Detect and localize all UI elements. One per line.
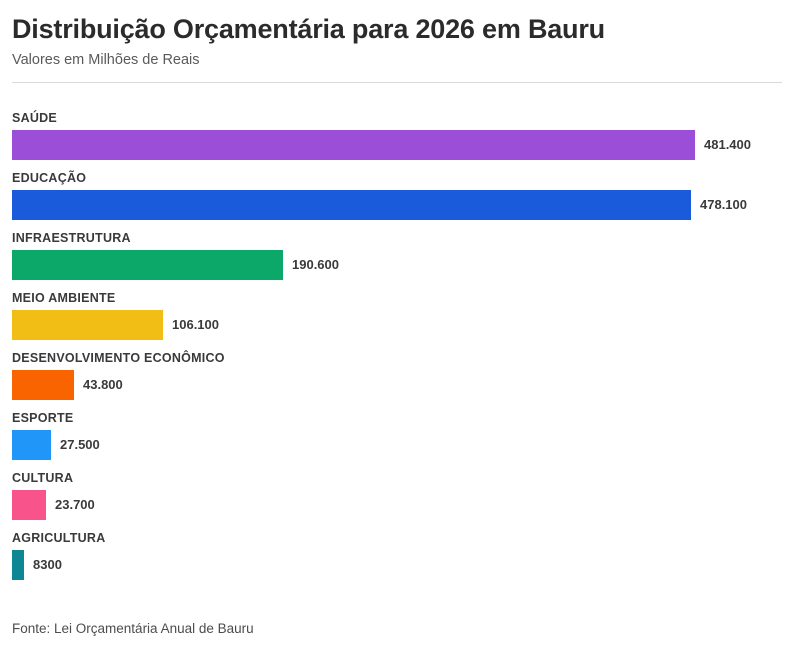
bar-line: 481.400	[12, 130, 782, 160]
bar-value-infraestrutura: 190.600	[292, 257, 339, 272]
bar-line: 23.700	[12, 490, 782, 520]
bar-line: 106.100	[12, 310, 782, 340]
bar-value-desenvolvimento-economico: 43.800	[83, 377, 123, 392]
bar-chart: SAÚDE 481.400 EDUCAÇÃO 478.100 INFRAESTR…	[12, 111, 782, 580]
bar-row: SAÚDE 481.400	[12, 111, 782, 160]
bar-row: DESENVOLVIMENTO ECONÔMICO 43.800	[12, 351, 782, 400]
bar-fill-infraestrutura	[12, 250, 283, 280]
bar-fill-esporte	[12, 430, 51, 460]
bar-value-cultura: 23.700	[55, 497, 95, 512]
bar-label-agricultura: AGRICULTURA	[12, 531, 106, 545]
bar-row: CULTURA 23.700	[12, 471, 782, 520]
bar-value-agricultura: 8300	[33, 557, 62, 572]
bar-label-cultura: CULTURA	[12, 471, 74, 485]
header-divider	[12, 82, 782, 83]
bar-label-infraestrutura: INFRAESTRUTURA	[12, 231, 131, 245]
bar-fill-cultura	[12, 490, 46, 520]
bar-label-saude: SAÚDE	[12, 111, 58, 125]
bar-line: 27.500	[12, 430, 782, 460]
bar-value-esporte: 27.500	[60, 437, 100, 452]
bar-row: INFRAESTRUTURA 190.600	[12, 231, 782, 280]
bar-row: AGRICULTURA 8300	[12, 531, 782, 580]
chart-subtitle: Valores em Milhões de Reais	[12, 52, 200, 68]
page-title: Distribuição Orçamentária para 2026 em B…	[12, 14, 605, 44]
bar-label-esporte: ESPORTE	[12, 411, 74, 425]
bar-row: MEIO AMBIENTE 106.100	[12, 291, 782, 340]
bar-label-meio-ambiente: MEIO AMBIENTE	[12, 291, 116, 305]
bar-line: 190.600	[12, 250, 782, 280]
bar-value-meio-ambiente: 106.100	[172, 317, 219, 332]
bar-fill-meio-ambiente	[12, 310, 163, 340]
bar-line: 478.100	[12, 190, 782, 220]
bar-row: EDUCAÇÃO 478.100	[12, 171, 782, 220]
bar-label-desenvolvimento-economico: DESENVOLVIMENTO ECONÔMICO	[12, 351, 225, 365]
bar-fill-educacao	[12, 190, 691, 220]
bar-fill-agricultura	[12, 550, 24, 580]
bar-value-educacao: 478.100	[700, 197, 747, 212]
bar-label-educacao: EDUCAÇÃO	[12, 171, 87, 185]
bar-line: 8300	[12, 550, 782, 580]
source-note: Fonte: Lei Orçamentária Anual de Bauru	[12, 621, 254, 636]
bar-line: 43.800	[12, 370, 782, 400]
bar-value-saude: 481.400	[704, 137, 751, 152]
bar-fill-desenvolvimento-economico	[12, 370, 74, 400]
bar-row: ESPORTE 27.500	[12, 411, 782, 460]
bar-fill-saude	[12, 130, 695, 160]
